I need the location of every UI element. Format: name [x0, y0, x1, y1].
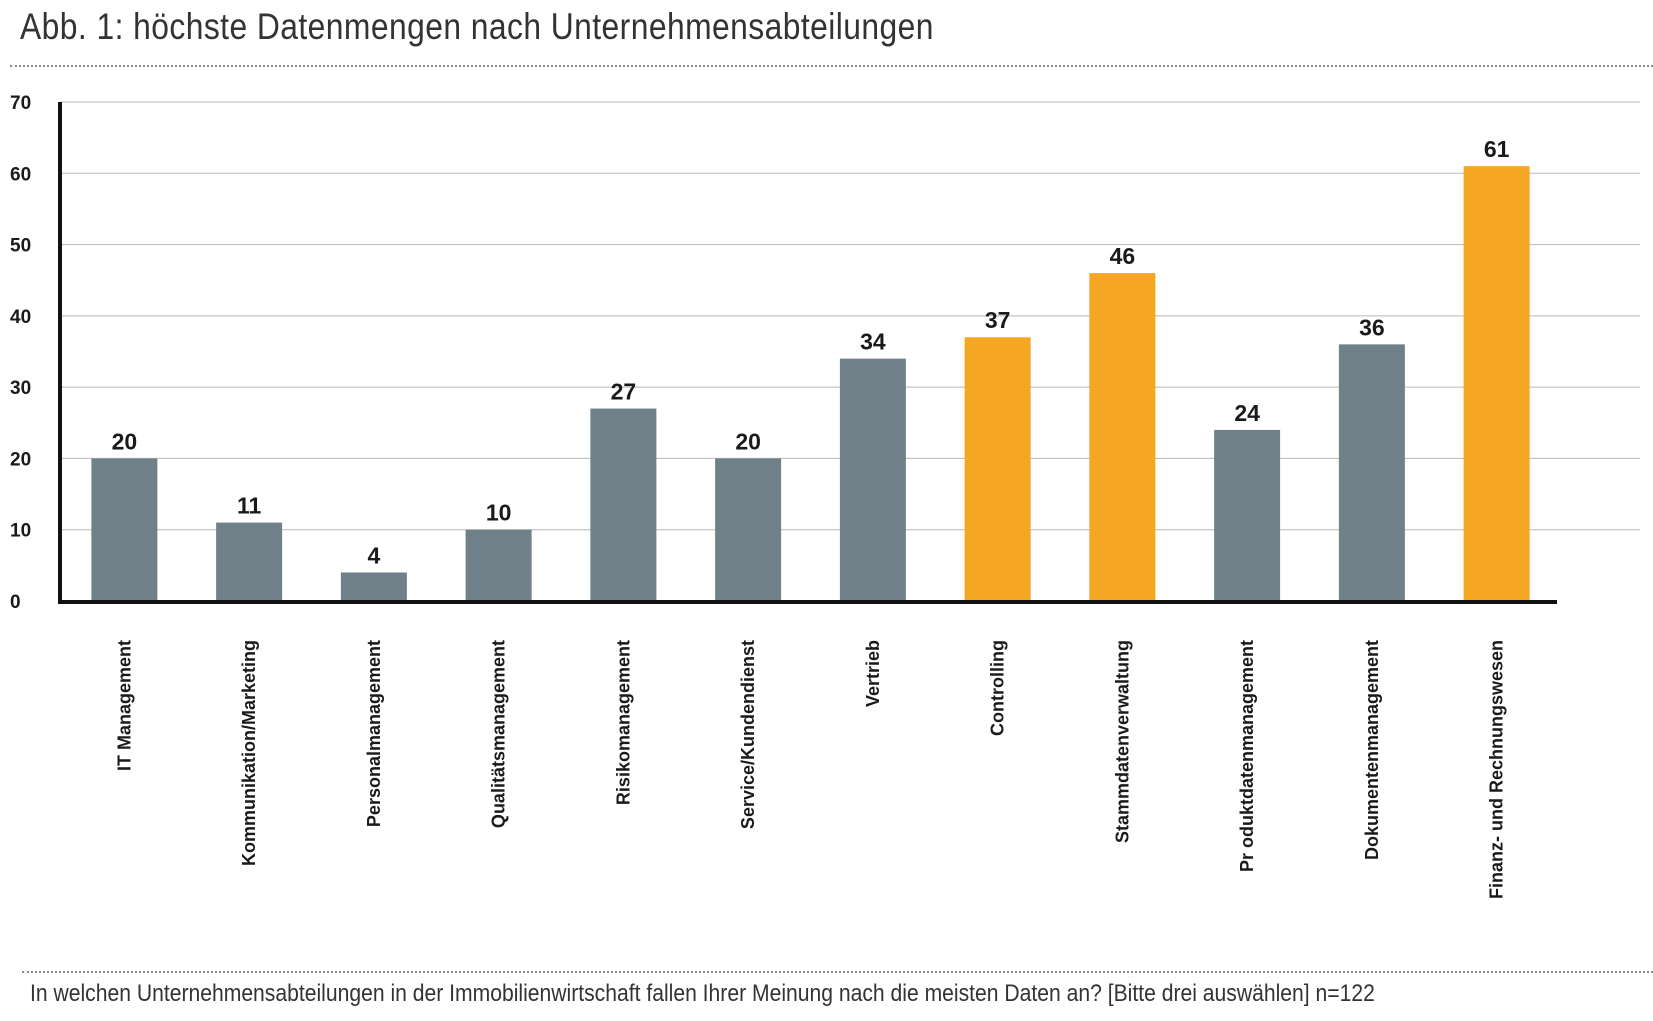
bar-7 [839, 358, 906, 601]
category-label-7: Vertrieb [863, 640, 883, 707]
y-tick-label: 10 [10, 521, 31, 542]
category-label-2: Kommunikation/Marketing [239, 640, 259, 866]
data-labels: 20 11 4 10 27 20 34 37 46 24 36 61 [112, 136, 1510, 568]
bar-1 [91, 458, 158, 601]
bar-10 [1214, 429, 1281, 601]
value-label-3: 4 [367, 542, 380, 568]
value-label-8: 37 [985, 307, 1011, 333]
value-label-4: 10 [486, 500, 512, 526]
top-divider [10, 65, 1653, 67]
bar-4 [465, 529, 532, 601]
y-axis-ticks: 0 10 20 30 40 50 60 70 [10, 93, 31, 613]
value-label-7: 34 [860, 329, 886, 355]
value-label-11: 36 [1359, 314, 1385, 340]
bottom-divider [22, 971, 1653, 973]
category-label-4: Qualitätsmanagement [489, 640, 509, 828]
category-label-12: Finanz- und Rechnungswesen [1487, 640, 1507, 899]
category-label-11: Dokumentenmanagement [1362, 640, 1382, 860]
category-label-8: Controlling [988, 640, 1008, 736]
bar-2 [216, 522, 283, 601]
y-tick-label: 70 [10, 93, 31, 114]
bar-8 [964, 337, 1031, 601]
y-tick-label: 40 [10, 307, 31, 328]
value-label-6: 20 [735, 428, 761, 454]
value-label-10: 24 [1234, 400, 1260, 426]
bar-9 [1089, 273, 1156, 601]
value-label-12: 61 [1484, 136, 1510, 162]
value-label-1: 20 [112, 428, 138, 454]
bar-6 [715, 458, 782, 601]
y-tick-label: 30 [10, 378, 31, 399]
category-label-1: IT Management [114, 640, 134, 771]
bar-5 [590, 408, 657, 601]
category-label-3: Personalmanagement [364, 640, 384, 827]
y-tick-label: 60 [10, 164, 31, 185]
survey-footnote: In welchen Unternehmensabteilungen in de… [30, 980, 1375, 1007]
y-tick-label: 50 [10, 236, 31, 257]
bar-12 [1463, 166, 1530, 601]
chart-title: Abb. 1: höchste Datenmengen nach Unterne… [20, 6, 934, 47]
y-tick-label: 0 [10, 592, 21, 613]
category-label-6: Service/Kundendienst [738, 640, 758, 829]
y-tick-label: 20 [10, 449, 31, 470]
category-labels: IT Management Kommunikation/Marketing Pers… [114, 640, 1506, 899]
category-label-5: Risikomanagement [613, 640, 633, 805]
bar-3 [340, 572, 407, 601]
category-label-10: Pr oduktdatenmanagement [1237, 640, 1257, 872]
bars [91, 166, 1530, 601]
value-label-5: 27 [611, 379, 637, 405]
value-label-2: 11 [237, 493, 262, 519]
bar-11 [1338, 344, 1405, 601]
value-label-9: 46 [1110, 243, 1136, 269]
category-label-9: Stammdatenverwaltung [1112, 640, 1132, 843]
